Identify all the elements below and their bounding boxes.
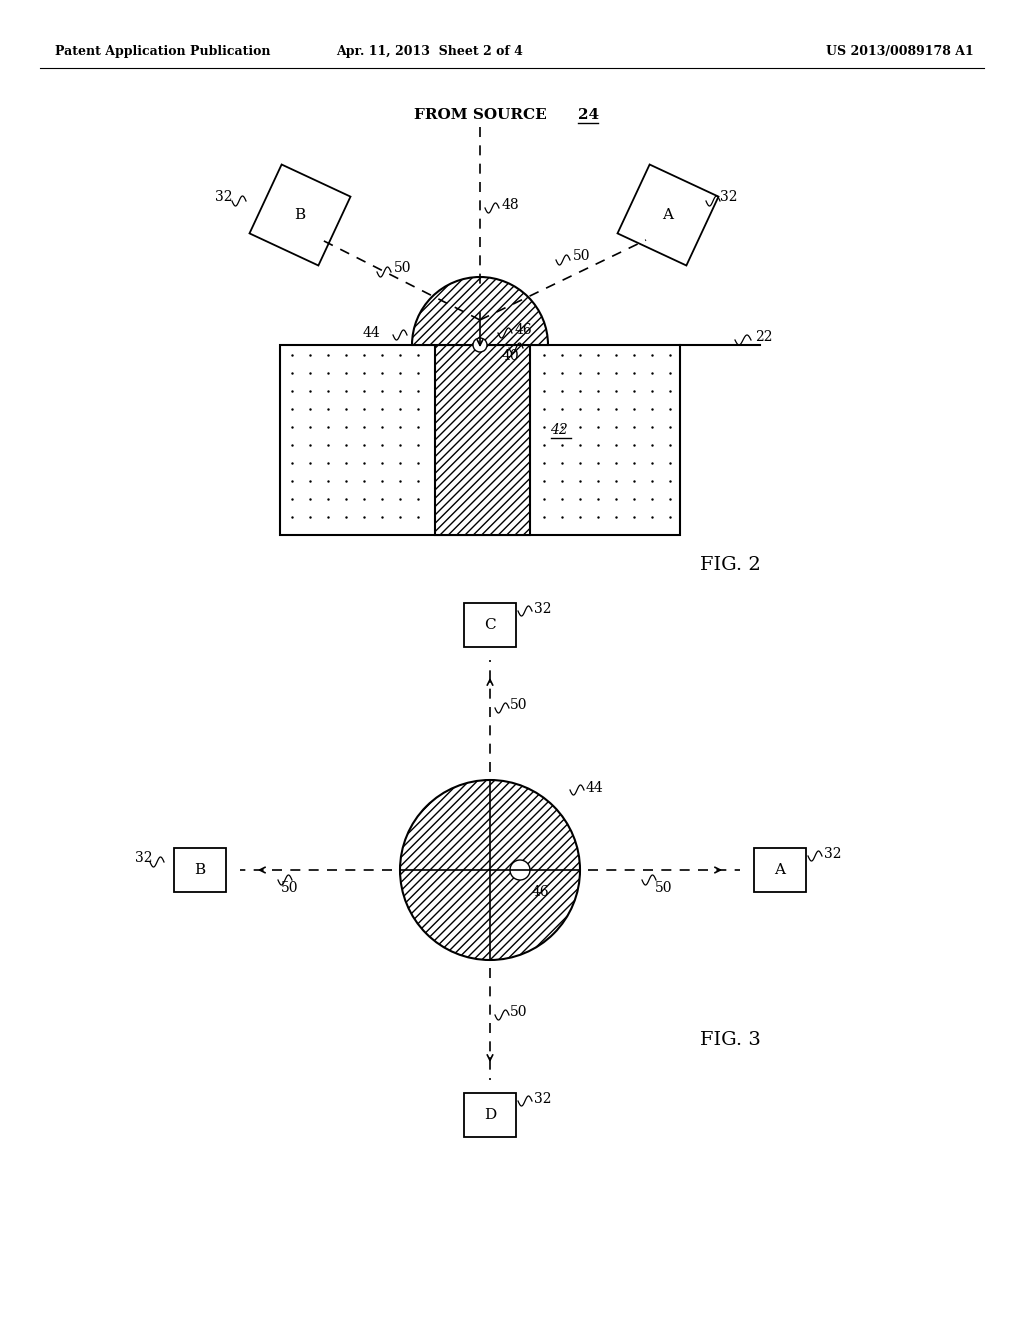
Text: C: C [484, 618, 496, 632]
Text: 42: 42 [550, 422, 567, 437]
Text: 46: 46 [515, 323, 532, 337]
Text: B: B [195, 863, 206, 876]
Polygon shape [280, 345, 680, 535]
Text: US 2013/0089178 A1: US 2013/0089178 A1 [826, 45, 974, 58]
Text: 44: 44 [586, 781, 604, 795]
Circle shape [400, 780, 580, 960]
Text: 22: 22 [755, 330, 772, 345]
Wedge shape [412, 277, 548, 345]
Text: 32: 32 [134, 851, 152, 865]
Text: 46: 46 [532, 884, 550, 899]
Text: FIG. 2: FIG. 2 [699, 556, 761, 574]
Text: 44: 44 [362, 326, 380, 341]
Text: Patent Application Publication: Patent Application Publication [55, 45, 270, 58]
Text: 32: 32 [824, 847, 842, 861]
Text: 48: 48 [502, 198, 519, 213]
Text: 50: 50 [282, 880, 299, 895]
FancyBboxPatch shape [464, 603, 516, 647]
Text: B: B [295, 209, 305, 222]
Text: 50: 50 [510, 698, 527, 711]
Circle shape [510, 861, 530, 880]
Text: 32: 32 [534, 1092, 552, 1106]
FancyBboxPatch shape [754, 847, 806, 892]
Text: D: D [484, 1107, 496, 1122]
Text: FROM SOURCE: FROM SOURCE [414, 108, 547, 121]
Text: FIG. 3: FIG. 3 [699, 1031, 761, 1049]
Text: 50: 50 [573, 249, 591, 263]
FancyBboxPatch shape [464, 1093, 516, 1137]
Text: Apr. 11, 2013  Sheet 2 of 4: Apr. 11, 2013 Sheet 2 of 4 [337, 45, 523, 58]
Text: 50: 50 [394, 261, 412, 275]
Text: 50: 50 [655, 880, 673, 895]
Text: 32: 32 [720, 190, 737, 205]
Text: 32: 32 [214, 190, 232, 205]
Text: 40: 40 [502, 348, 519, 363]
Circle shape [473, 338, 487, 352]
Text: A: A [663, 209, 674, 222]
Text: A: A [774, 863, 785, 876]
FancyBboxPatch shape [174, 847, 226, 892]
Polygon shape [435, 345, 530, 535]
Text: 24: 24 [578, 108, 599, 121]
Text: 32: 32 [534, 602, 552, 616]
Text: 50: 50 [510, 1005, 527, 1019]
